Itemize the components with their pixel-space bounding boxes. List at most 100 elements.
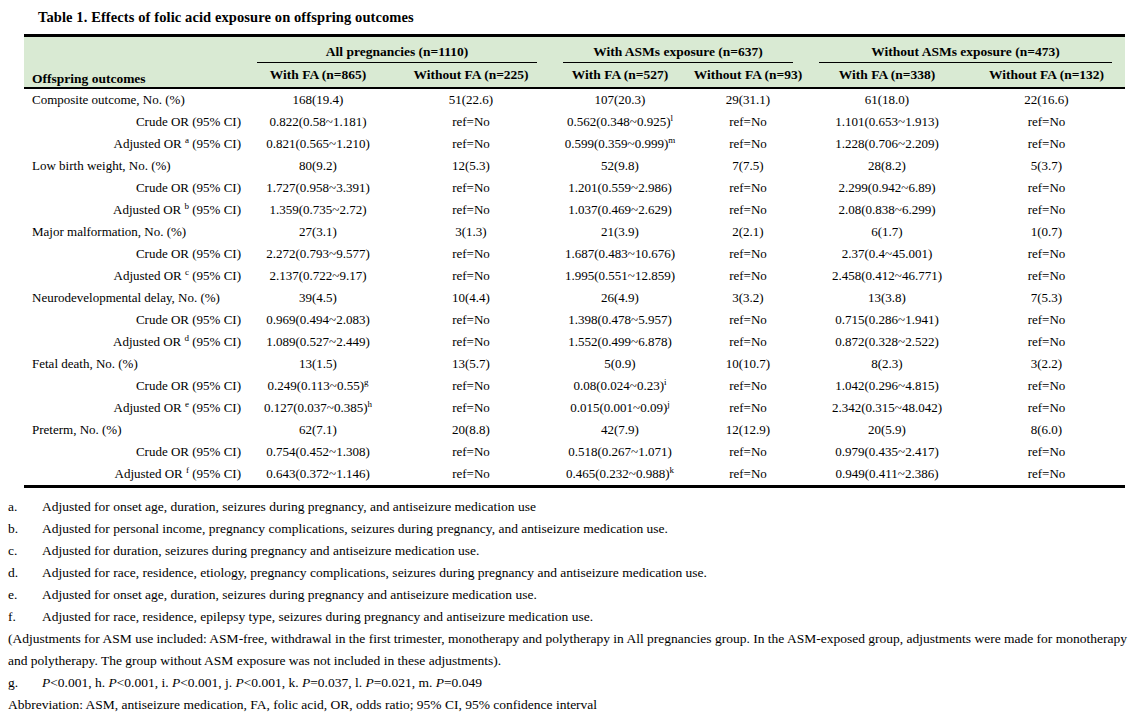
footnote-list: a.Adjusted for onset age, duration, seiz… [8, 496, 1134, 628]
statistic-row: Crude OR (95% CI)0.249(0.113~0.55)gref=N… [24, 375, 1125, 397]
data-cell: 13(5.7) [392, 353, 550, 375]
data-cell: 0.599(0.359~0.999)m [550, 133, 690, 155]
data-cell: 107(20.3) [550, 88, 690, 111]
statistic-row: Crude OR (95% CI)1.727(0.958~3.391)ref=N… [24, 177, 1125, 199]
data-cell: 42(7.9) [550, 419, 690, 441]
data-cell: 0.979(0.435~2.417) [806, 441, 968, 463]
data-cell: ref=No [690, 111, 806, 133]
data-cell: ref=No [392, 243, 550, 265]
data-cell: ref=No [968, 463, 1125, 487]
footnote-text: Adjusted for duration, seizures during p… [42, 543, 479, 558]
table-header: Offspring outcomes All pregnancies (n=11… [24, 36, 1125, 89]
data-cell: ref=No [392, 441, 550, 463]
data-cell: 1.552(0.499~6.878) [550, 331, 690, 353]
data-cell: ref=No [392, 463, 550, 487]
statistic-row: Crude OR (95% CI)0.754(0.452~1.308)ref=N… [24, 441, 1125, 463]
data-cell: ref=No [690, 331, 806, 353]
data-cell: ref=No [690, 441, 806, 463]
row-label: Crude OR (95% CI) [24, 111, 244, 133]
data-cell: ref=No [968, 331, 1125, 353]
row-label: Adjusted OR a (95% CI) [24, 133, 244, 155]
data-cell: 13(1.5) [244, 353, 392, 375]
row-label: Low birth weight, No. (%) [24, 155, 244, 177]
data-cell: 1.228(0.706~2.209) [806, 133, 968, 155]
data-cell: 20(8.8) [392, 419, 550, 441]
data-cell: ref=No [968, 265, 1125, 287]
data-cell: ref=No [690, 177, 806, 199]
data-cell: 0.127(0.037~0.385)h [244, 397, 392, 419]
data-cell: 168(19.4) [244, 88, 392, 111]
data-cell: ref=No [968, 375, 1125, 397]
outcome-row: Fetal death, No. (%)13(1.5)13(5.7)5(0.9)… [24, 353, 1125, 375]
data-cell: ref=No [690, 199, 806, 221]
data-cell: 80(9.2) [244, 155, 392, 177]
data-cell: ref=No [690, 375, 806, 397]
group-header-all-pregnancies-label: All pregnancies (n=1110) [257, 41, 537, 63]
data-cell: 0.821(0.565~1.210) [244, 133, 392, 155]
outcome-row: Major malformation, No. (%)27(3.1)3(1.3)… [24, 221, 1125, 243]
data-cell: 0.949(0.411~2.386) [806, 463, 968, 487]
table-body: Composite outcome, No. (%)168(19.4)51(22… [24, 88, 1125, 487]
data-cell: 5(3.7) [968, 155, 1125, 177]
row-label: Fetal death, No. (%) [24, 353, 244, 375]
data-cell: 61(18.0) [806, 88, 968, 111]
data-cell: 21(3.9) [550, 221, 690, 243]
data-cell: 1.687(0.483~10.676) [550, 243, 690, 265]
footnote-letter: f. [8, 606, 42, 628]
row-label: Crude OR (95% CI) [24, 375, 244, 397]
data-cell: 8(6.0) [968, 419, 1125, 441]
data-cell: ref=No [690, 397, 806, 419]
data-cell: 2.08(0.838~6.299) [806, 199, 968, 221]
footnote-letter: a. [8, 496, 42, 518]
data-cell: 12(12.9) [690, 419, 806, 441]
data-cell: 1(0.7) [968, 221, 1125, 243]
subheader-asm-with-fa: With FA (n=527) [550, 63, 690, 88]
footnote-letter: d. [8, 562, 42, 584]
footnote-item: a.Adjusted for onset age, duration, seiz… [8, 496, 1134, 518]
data-cell: ref=No [392, 309, 550, 331]
outcome-row: Preterm, No. (%)62(7.1)20(8.8)42(7.9)12(… [24, 419, 1125, 441]
data-cell: ref=No [690, 133, 806, 155]
data-cell: ref=No [968, 397, 1125, 419]
subheader-noasm-with-fa: With FA (n=338) [806, 63, 968, 88]
data-cell: ref=No [392, 199, 550, 221]
data-cell: 2.458(0.412~46.771) [806, 265, 968, 287]
data-cell: 0.715(0.286~1.941) [806, 309, 968, 331]
group-header-with-asm-exposure: With ASMs exposure (n=637) [550, 36, 806, 64]
statistic-row: Adjusted OR b (95% CI)1.359(0.735~2.72)r… [24, 199, 1125, 221]
data-cell: 0.08(0.024~0.23)i [550, 375, 690, 397]
row-label: Major malformation, No. (%) [24, 221, 244, 243]
data-cell: 5(0.9) [550, 353, 690, 375]
row-label: Crude OR (95% CI) [24, 441, 244, 463]
row-label: Adjusted OR f (95% CI) [24, 463, 244, 487]
pvalues-footnote: g.P<0.001, h. P<0.001, i. P<0.001, j. P<… [8, 672, 1134, 694]
column-header-offspring-outcomes: Offspring outcomes [24, 36, 244, 89]
data-cell: 2.272(0.793~9.577) [244, 243, 392, 265]
data-cell: ref=No [968, 177, 1125, 199]
data-cell: ref=No [968, 243, 1125, 265]
row-label: Adjusted OR e (95% CI) [24, 397, 244, 419]
row-label: Adjusted OR c (95% CI) [24, 265, 244, 287]
data-cell: 22(16.6) [968, 88, 1125, 111]
data-cell: 1.042(0.296~4.815) [806, 375, 968, 397]
data-cell: 3(3.2) [690, 287, 806, 309]
data-cell: 8(2.3) [806, 353, 968, 375]
data-cell: ref=No [968, 111, 1125, 133]
statistic-row: Crude OR (95% CI)0.822(0.58~1.181)ref=No… [24, 111, 1125, 133]
data-cell: 0.643(0.372~1.146) [244, 463, 392, 487]
footnote-letter: c. [8, 540, 42, 562]
data-cell: 0.465(0.232~0.988)k [550, 463, 690, 487]
data-cell: ref=No [392, 375, 550, 397]
table-title: Table 1. Effects of folic acid exposure … [0, 0, 1142, 26]
statistic-row: Adjusted OR f (95% CI)0.643(0.372~1.146)… [24, 463, 1125, 487]
data-cell: 1.089(0.527~2.449) [244, 331, 392, 353]
data-cell: ref=No [968, 309, 1125, 331]
data-cell: 0.969(0.494~2.083) [244, 309, 392, 331]
row-label: Crude OR (95% CI) [24, 309, 244, 331]
footnote-text: Adjusted for onset age, duration, seizur… [42, 499, 536, 514]
data-cell: 1.037(0.469~2.629) [550, 199, 690, 221]
subheader-all-with-fa: With FA (n=865) [244, 63, 392, 88]
row-label: Composite outcome, No. (%) [24, 88, 244, 111]
data-cell: 10(4.4) [392, 287, 550, 309]
data-cell: ref=No [690, 463, 806, 487]
